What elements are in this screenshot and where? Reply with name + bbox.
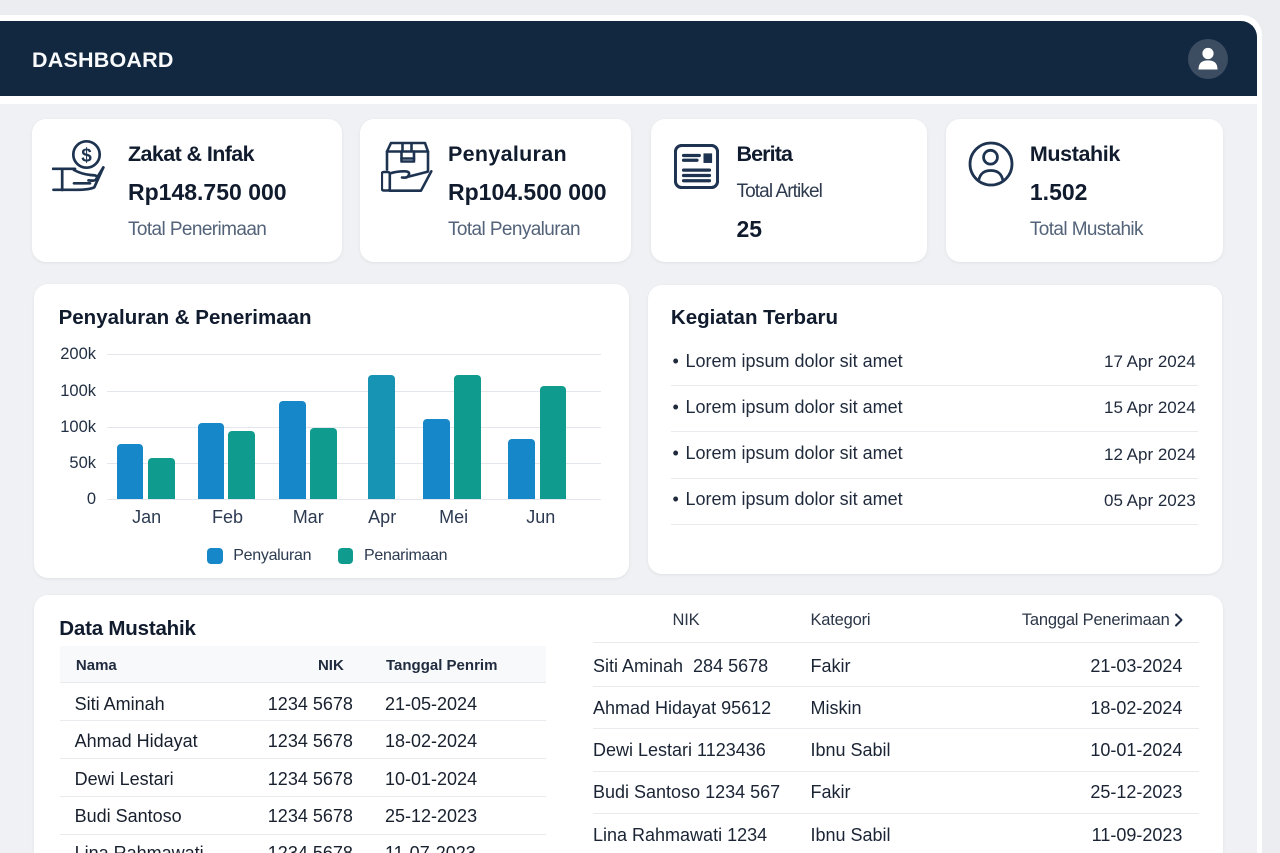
svg-text:$: $ <box>81 146 92 167</box>
